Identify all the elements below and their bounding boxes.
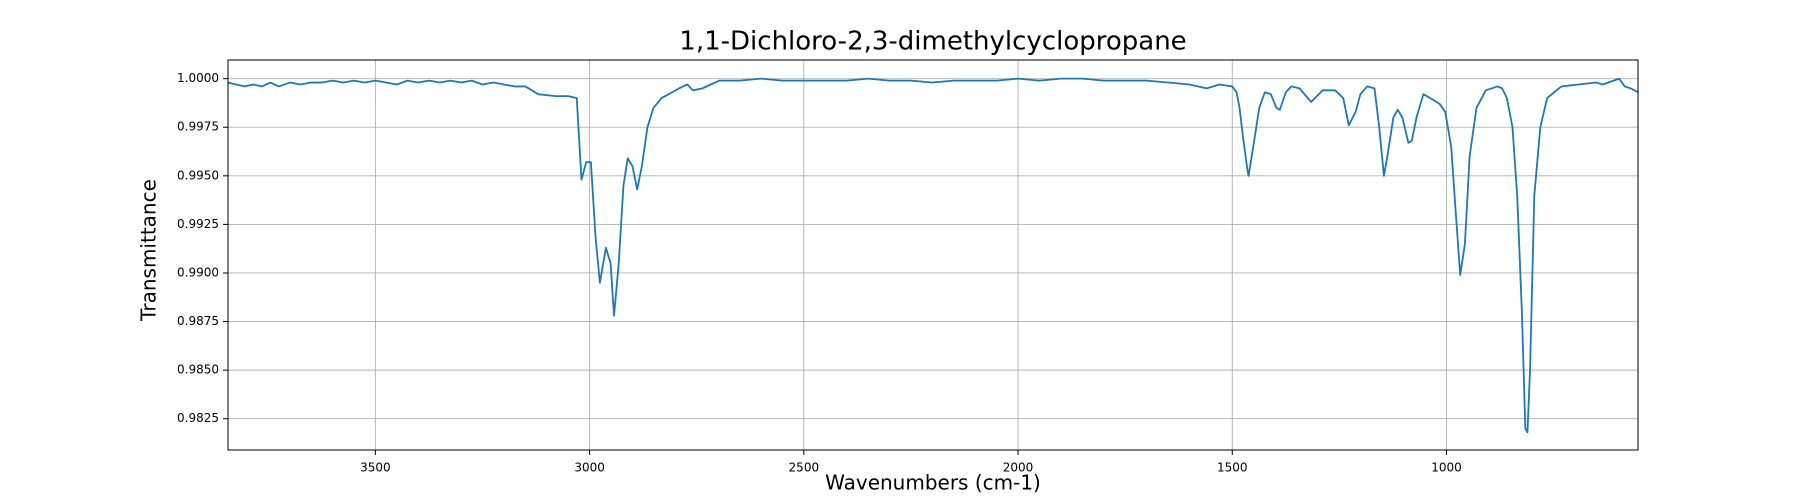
- y-axis-label: Transmittance: [137, 179, 161, 322]
- spectrum-line: [227, 77, 1639, 434]
- y-tick-label: 0.9950: [177, 168, 219, 182]
- plot-frame: [227, 59, 1639, 451]
- x-tick-label: 3000: [574, 461, 605, 475]
- x-tick-label: 1500: [1217, 461, 1248, 475]
- y-tick-label: 0.9900: [177, 265, 219, 279]
- x-tick-label: 1000: [1431, 461, 1462, 475]
- y-tick-label: 0.9850: [177, 363, 219, 377]
- y-tick-label: 0.9925: [177, 217, 219, 231]
- x-tick-label: 2500: [789, 461, 820, 475]
- y-tick-label: 1.0000: [177, 71, 219, 85]
- x-tick-label: 2000: [1003, 461, 1034, 475]
- chart-title: 1,1-Dichloro-2,3-dimethylcyclopropane: [679, 27, 1186, 57]
- y-tick-label: 0.9875: [177, 314, 219, 328]
- y-tick-label: 0.9825: [177, 411, 219, 425]
- y-tick-label: 0.9975: [177, 120, 219, 134]
- x-axis-label: Wavenumbers (cm-1): [825, 471, 1041, 495]
- x-tick-label: 3500: [360, 461, 391, 475]
